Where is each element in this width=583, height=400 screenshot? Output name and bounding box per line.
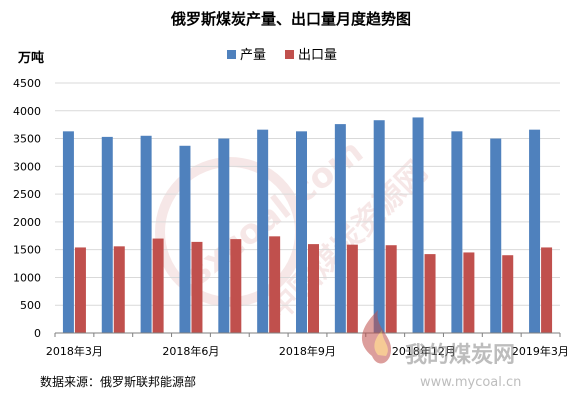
legend-swatch-production bbox=[227, 50, 236, 59]
brand-url: www.mycoal.cn bbox=[420, 375, 521, 390]
bar-export bbox=[191, 241, 203, 333]
y-axis-unit: 万吨 bbox=[17, 50, 44, 66]
bar-production bbox=[412, 117, 424, 333]
y-gridlines bbox=[55, 82, 560, 306]
y-tick-label: 1500 bbox=[13, 244, 41, 257]
y-tick-label: 2000 bbox=[13, 216, 41, 229]
bar-export bbox=[463, 252, 475, 333]
bar-production bbox=[179, 145, 191, 333]
legend: 产量 出口量 bbox=[227, 48, 337, 63]
bar-export bbox=[541, 247, 553, 333]
y-tick-label: 500 bbox=[20, 299, 41, 312]
x-tick-label: 2018年6月 bbox=[162, 344, 219, 358]
bar-production bbox=[334, 124, 346, 333]
y-tick-label: 4500 bbox=[13, 77, 41, 90]
x-tick-label: 2019年3月 bbox=[512, 344, 569, 358]
bar-export bbox=[308, 244, 319, 333]
bar-production bbox=[529, 129, 541, 333]
legend-label-export: 出口量 bbox=[298, 48, 337, 63]
chart-title: 俄罗斯煤炭产量、出口量月度趋势图 bbox=[170, 10, 411, 28]
x-tick-label: 2018年12月 bbox=[392, 344, 456, 358]
legend-swatch-export bbox=[285, 50, 294, 59]
y-tick-label: 0 bbox=[34, 327, 41, 340]
bar-export bbox=[269, 236, 281, 333]
data-source: 数据来源：俄罗斯联邦能源部 bbox=[40, 374, 196, 389]
flame-inner-icon bbox=[374, 330, 388, 356]
bar-production bbox=[218, 138, 230, 333]
y-tick-label: 2500 bbox=[13, 188, 41, 201]
bar-export bbox=[113, 246, 125, 333]
legend-label-production: 产量 bbox=[240, 48, 266, 63]
brand-watermark: 我的煤炭网 www.mycoal.cn bbox=[361, 310, 521, 390]
y-tick-label: 4000 bbox=[13, 105, 41, 118]
y-tick-label: 3000 bbox=[13, 160, 41, 173]
bar-production bbox=[140, 135, 152, 333]
bar-production bbox=[451, 131, 463, 333]
x-tick-label: 2018年3月 bbox=[46, 344, 103, 358]
bars bbox=[62, 117, 553, 333]
bar-export bbox=[346, 244, 358, 333]
bar-production bbox=[257, 129, 269, 333]
bar-production bbox=[490, 138, 502, 333]
brand-name: 我的煤炭网 bbox=[405, 342, 515, 368]
bar-export bbox=[385, 245, 397, 333]
y-tick-label: 1000 bbox=[13, 271, 41, 284]
bar-production bbox=[373, 120, 385, 333]
y-tick-label: 3500 bbox=[13, 133, 41, 146]
bar-production bbox=[101, 136, 113, 333]
bar-production bbox=[296, 131, 307, 333]
x-axis-ticks bbox=[54, 333, 561, 337]
bar-export bbox=[502, 255, 514, 333]
bar-export bbox=[74, 247, 86, 333]
bar-production bbox=[62, 131, 74, 333]
bar-export bbox=[424, 254, 436, 333]
bar-export bbox=[152, 238, 164, 333]
x-tick-label: 2018年9月 bbox=[279, 344, 336, 358]
y-axis-ticks: 0 500 1000 1500 2000 2500 3000 3500 4000 4500 bbox=[13, 77, 41, 340]
bar-export bbox=[230, 239, 242, 333]
